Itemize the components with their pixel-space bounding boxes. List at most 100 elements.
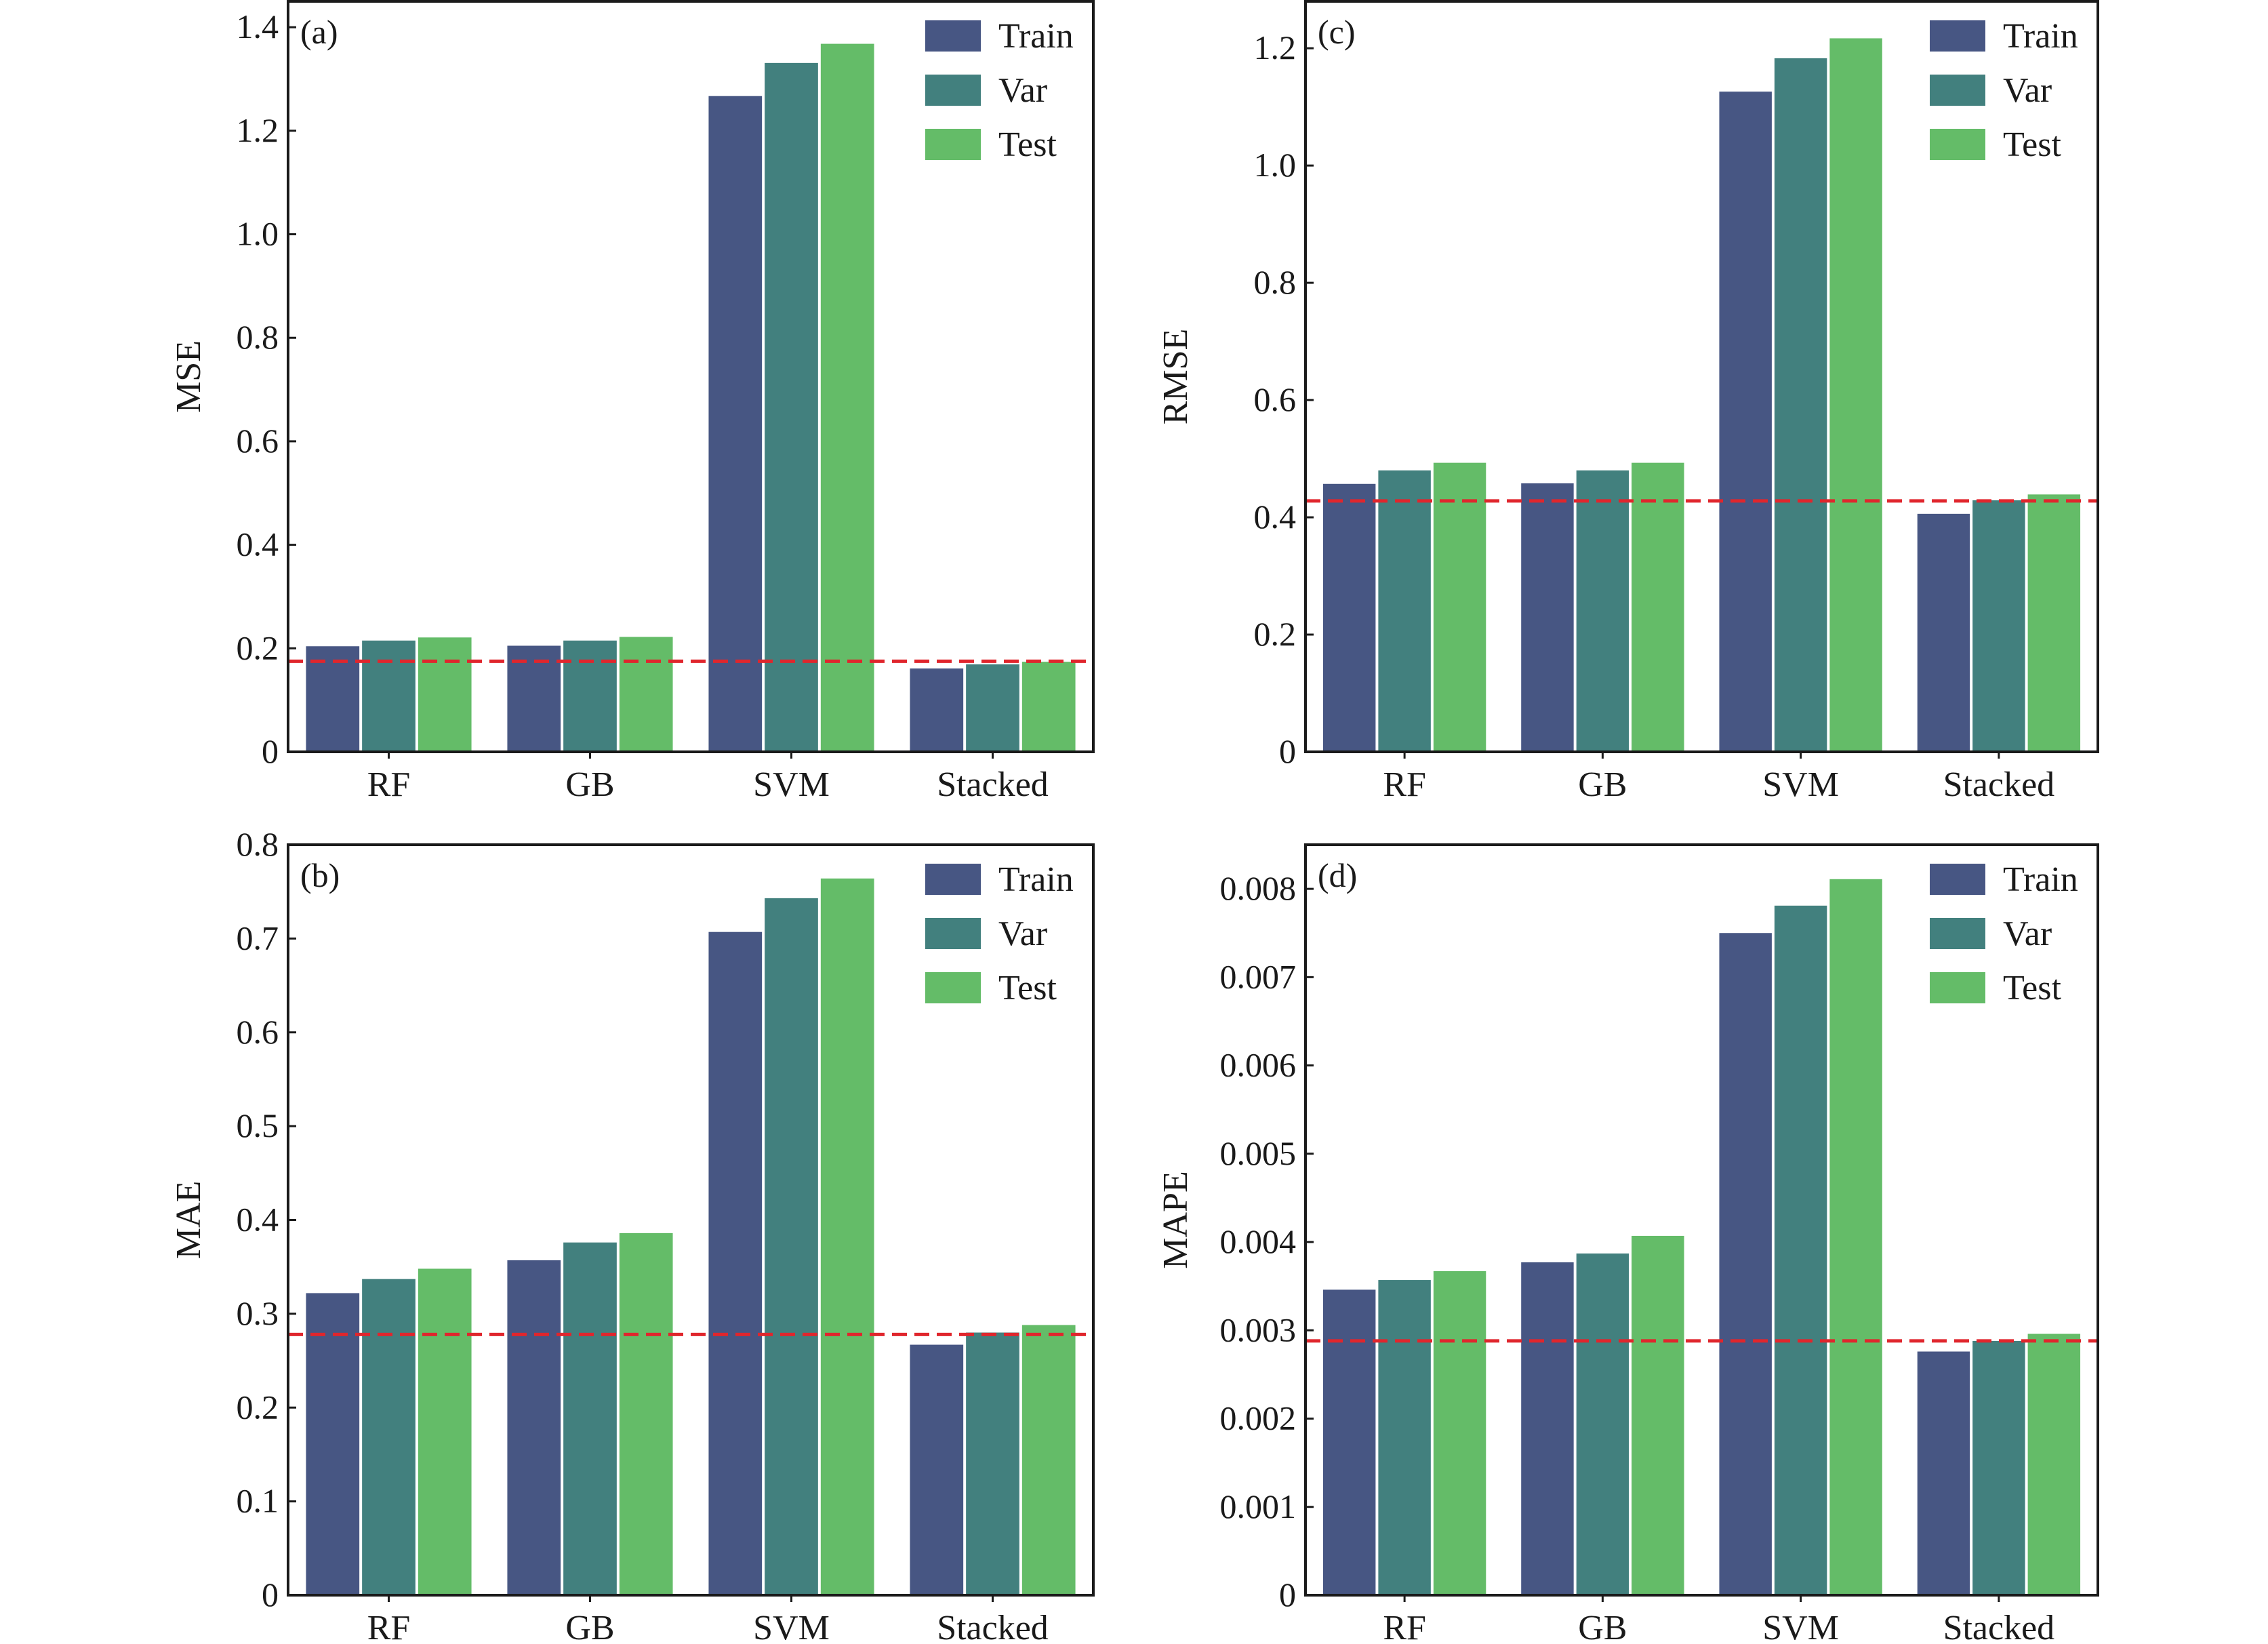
x-tick-label: RF (367, 1609, 411, 1644)
x-tick-label: GB (1578, 1609, 1627, 1644)
bar-train-stacked (1917, 1351, 1970, 1595)
plot-frame (1304, 843, 2099, 1597)
bar-var-gb (563, 1242, 617, 1595)
bar-var-rf (1378, 1280, 1431, 1595)
bar-var-rf (362, 640, 416, 752)
x-tick-label: Stacked (1943, 1609, 2055, 1644)
y-tick-label: 0.6 (237, 1013, 279, 1051)
x-tick-label: SVM (753, 1609, 830, 1644)
bar-test-svm (1829, 879, 1882, 1595)
x-tick-label: GB (565, 765, 614, 804)
legend-swatch-train (1930, 864, 1985, 895)
bar-var-stacked (966, 664, 1019, 752)
x-tick-label: Stacked (937, 765, 1049, 804)
legend-label: Var (2003, 915, 2052, 953)
bar-var-stacked (966, 1332, 1019, 1595)
y-axis-label: RMSE (1156, 329, 1195, 425)
y-tick-label: 0.002 (1220, 1399, 1297, 1437)
x-tick-label: Stacked (937, 1609, 1049, 1644)
bar-test-stacked (1021, 662, 1076, 752)
plot-frame (287, 0, 1095, 753)
bar-var-stacked (1972, 500, 2025, 752)
y-tick-label: 0.008 (1220, 869, 1297, 907)
bar-train-gb (1521, 1262, 1574, 1595)
legend-label: Train (998, 860, 1074, 899)
y-tick-label: 0.001 (1220, 1487, 1297, 1525)
y-tick-label: 0.2 (1254, 615, 1297, 653)
bar-train-gb (1521, 483, 1574, 752)
legend-label: Train (998, 17, 1074, 56)
legend-swatch-var (925, 918, 981, 949)
legend: Train Var Test (925, 17, 1074, 164)
bar-train-rf (1322, 1289, 1376, 1595)
bar-var-gb (1576, 1253, 1629, 1595)
bar-test-stacked (2027, 494, 2081, 752)
bar-test-rf (418, 1268, 472, 1595)
bar-test-svm (820, 878, 874, 1595)
y-tick-label: 0.1 (237, 1482, 279, 1520)
bar-test-gb (619, 1232, 673, 1595)
chart-panel-mape: 0 0.001 0.002 0.003 0.004 0.005 0.006 0.007 0.00… (1156, 843, 2099, 1644)
x-tick-label: GB (565, 1609, 614, 1644)
x-tick-label: Stacked (1943, 765, 2055, 804)
y-tick-label: 0.4 (237, 1201, 279, 1239)
chart-panel-mse: 0 0.2 0.4 0.6 0.8 1.0 1.2 1.4 RF GB SVM Stacked MSE (… (169, 0, 1095, 804)
y-tick-label: 1.2 (237, 111, 279, 149)
y-tick-label: 0.6 (237, 422, 279, 460)
legend-swatch-test (925, 129, 981, 160)
y-tick-label: 0.5 (237, 1106, 279, 1144)
x-tick-label: RF (1383, 765, 1426, 804)
legend-swatch-var (925, 75, 981, 106)
bar-test-rf (1433, 462, 1486, 752)
legend-swatch-test (1930, 972, 1985, 1003)
legend: Train Var Test (1930, 17, 2078, 164)
x-tick-label: SVM (753, 765, 830, 804)
bar-train-svm (708, 96, 763, 752)
x-tick-label: SVM (1762, 765, 1839, 804)
y-tick-label: 0.4 (237, 525, 279, 563)
bar-test-svm (1829, 38, 1882, 753)
bar-var-svm (765, 898, 818, 1595)
legend-swatch-var (1930, 75, 1985, 106)
legend-label: Test (2003, 125, 2061, 164)
bar-train-stacked (1917, 513, 1970, 752)
legend-label: Test (998, 125, 1057, 164)
y-tick-label: 0 (1279, 732, 1296, 770)
y-tick-label: 0.2 (237, 628, 279, 666)
bar-test-svm (820, 43, 874, 752)
bar-test-gb (1632, 462, 1684, 752)
chart-panel-mae: 0 0.1 0.2 0.3 0.4 0.5 0.6 0.7 0.8 RF GB SVM Stacked M… (169, 825, 1095, 1644)
legend-swatch-test (1930, 129, 1985, 160)
legend-label: Test (2003, 969, 2061, 1007)
y-tick-label: 0.3 (237, 1294, 279, 1332)
bar-train-gb (507, 1260, 561, 1595)
bar-train-svm (1719, 933, 1772, 1595)
bar-train-rf (1322, 483, 1376, 752)
legend-label: Var (2003, 71, 2052, 110)
y-tick-label: 0 (262, 732, 279, 770)
legend-label: Train (2003, 860, 2078, 899)
y-tick-label: 0.003 (1220, 1310, 1297, 1348)
y-axis-label: MSE (169, 340, 208, 413)
y-tick-label: 0.8 (237, 825, 279, 863)
bar-test-rf (1433, 1271, 1486, 1595)
bar-train-svm (708, 931, 763, 1595)
bar-var-rf (1378, 470, 1431, 752)
y-tick-label: 0 (262, 1576, 279, 1613)
y-tick-label: 0.4 (1254, 498, 1297, 536)
y-tick-label: 0.005 (1220, 1134, 1297, 1172)
bar-var-gb (1576, 470, 1629, 752)
y-tick-label: 0 (1279, 1576, 1296, 1613)
y-tick-label: 0.8 (237, 318, 279, 356)
x-tick-label: RF (367, 765, 411, 804)
y-tick-label: 0.7 (237, 919, 279, 957)
bar-var-stacked (1972, 1340, 2025, 1595)
y-tick-label: 1.0 (237, 215, 279, 253)
y-tick-label: 1.2 (1254, 28, 1297, 66)
bar-train-stacked (910, 668, 964, 752)
bar-var-svm (765, 62, 818, 752)
bar-test-stacked (1021, 1325, 1076, 1595)
bar-test-gb (619, 637, 673, 752)
plot-frame (1304, 0, 2099, 753)
legend-swatch-train (925, 864, 981, 895)
